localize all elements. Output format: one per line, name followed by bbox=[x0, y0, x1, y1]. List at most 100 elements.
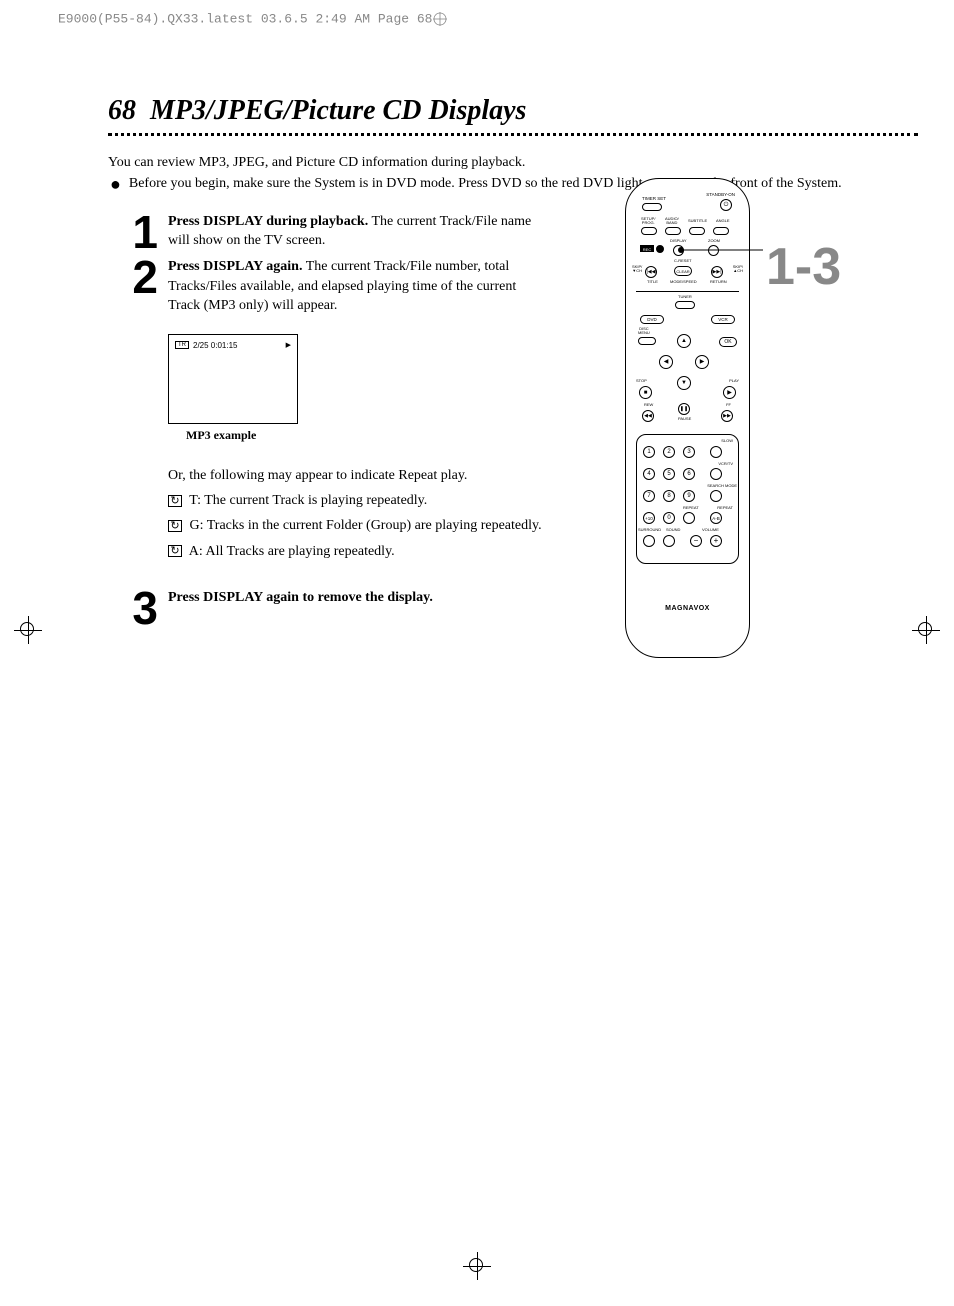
return-label: RETURN bbox=[710, 280, 727, 284]
skip-dn-label: SKIP/ ▼CH bbox=[632, 265, 642, 273]
num-1[interactable]: 1 bbox=[643, 446, 655, 458]
dotted-rule bbox=[108, 133, 918, 136]
section-divider bbox=[636, 291, 739, 292]
step-3: 3 Press DISPLAY again to remove the disp… bbox=[108, 588, 548, 629]
num-0[interactable]: 0 bbox=[663, 512, 675, 524]
dvd-button[interactable]: DVD bbox=[640, 315, 664, 324]
ff-button[interactable]: ▶▶ bbox=[721, 410, 733, 422]
timer-set-label: TIMER SET bbox=[642, 197, 666, 202]
crop-mark-bottom bbox=[463, 1252, 491, 1280]
angle-button[interactable] bbox=[713, 227, 729, 235]
repeat-icon: ↻ bbox=[168, 520, 182, 532]
vcr-button[interactable]: VCR bbox=[711, 315, 735, 324]
surround-label: SURROUND bbox=[638, 528, 661, 532]
num-6[interactable]: 6 bbox=[683, 468, 695, 480]
meta-text: E9000(P55-84).QX33.latest 03.6.5 2:49 AM… bbox=[58, 11, 432, 26]
step-number: 2 bbox=[108, 257, 158, 316]
subtitle-button[interactable] bbox=[689, 227, 705, 235]
step-number: 1 bbox=[108, 212, 158, 253]
step-bold: Press DISPLAY again. bbox=[168, 259, 302, 274]
title-label: TITLE bbox=[647, 280, 658, 284]
rew-label: REW bbox=[644, 403, 653, 407]
disc-menu-label: DISC MENU bbox=[638, 327, 650, 335]
mp3-track-info: 2/25 0:01:15 bbox=[193, 341, 237, 350]
step-bold: Press DISPLAY during playback. bbox=[168, 214, 368, 229]
step-body: Press DISPLAY again to remove the displa… bbox=[168, 588, 548, 629]
repeat-ab-button[interactable]: A-B bbox=[710, 512, 722, 524]
setup-button[interactable] bbox=[641, 227, 657, 235]
vcrtv-button[interactable] bbox=[710, 468, 722, 480]
bullet-icon: ● bbox=[110, 175, 121, 193]
repeat-ab-label: REPEAT bbox=[717, 506, 733, 510]
num-10[interactable]: +10 bbox=[643, 512, 655, 524]
stop-button[interactable]: ■ bbox=[639, 386, 652, 399]
ff-label: FF bbox=[726, 403, 731, 407]
crop-mark-right bbox=[912, 616, 940, 644]
repeat-info: Or, the following may appear to indicate… bbox=[168, 463, 568, 564]
right-button[interactable]: ▶ bbox=[695, 355, 709, 369]
step-body: Press DISPLAY again. The current Track/F… bbox=[168, 257, 548, 316]
page-title: 68 MP3/JPEG/Picture CD Displays bbox=[108, 95, 854, 127]
steps-list: 1 Press DISPLAY during playback. The cur… bbox=[108, 212, 548, 629]
power-button[interactable]: ⏻ bbox=[720, 199, 732, 211]
volume-label: VOLUME bbox=[702, 528, 719, 532]
num-2[interactable]: 2 bbox=[663, 446, 675, 458]
step-1: 1 Press DISPLAY during playback. The cur… bbox=[108, 212, 548, 253]
down-button[interactable]: ▼ bbox=[677, 376, 691, 390]
rec-dot[interactable] bbox=[656, 245, 664, 253]
audio-label: AUDIO/ BAND bbox=[665, 217, 679, 225]
slow-label: SLOW bbox=[721, 439, 733, 443]
standby-label: STANDBY-ON bbox=[706, 193, 735, 198]
step-number: 3 bbox=[108, 588, 158, 629]
num-7[interactable]: 7 bbox=[643, 490, 655, 502]
mp3-caption: MP3 example bbox=[186, 428, 548, 443]
subtitle-label: SUBTITLE bbox=[688, 219, 707, 223]
sound-label: SOUND bbox=[666, 528, 680, 532]
play-button[interactable]: ▶ bbox=[723, 386, 736, 399]
mp3-display-box: TR 2/25 0:01:15 ▶ bbox=[168, 334, 298, 424]
repeat-intro: Or, the following may appear to indicate… bbox=[168, 463, 568, 488]
ok-button[interactable]: OK bbox=[719, 337, 737, 347]
rec-button[interactable]: REC bbox=[640, 245, 654, 252]
side-step-range: 1-3 bbox=[766, 237, 841, 297]
tuner-button[interactable] bbox=[675, 301, 695, 309]
angle-label: ANGLE bbox=[716, 219, 730, 223]
up-button[interactable]: ▲ bbox=[677, 334, 691, 348]
num-5[interactable]: 5 bbox=[663, 468, 675, 480]
num-8[interactable]: 8 bbox=[663, 490, 675, 502]
num-3[interactable]: 3 bbox=[683, 446, 695, 458]
left-button[interactable]: ◀ bbox=[659, 355, 673, 369]
rew-button[interactable]: ◀◀ bbox=[642, 410, 654, 422]
remote-diagram: TIMER SET STANDBY-ON ⏻ SETUP/ PROG. AUDI… bbox=[625, 178, 750, 658]
repeat-button[interactable] bbox=[683, 512, 695, 524]
search-button[interactable] bbox=[710, 490, 722, 502]
step-bold: Press DISPLAY again to remove the displa… bbox=[168, 590, 433, 605]
pause-label: PAUSE bbox=[678, 417, 691, 421]
audio-button[interactable] bbox=[665, 227, 681, 235]
disc-menu-button[interactable] bbox=[638, 337, 656, 345]
callout-line bbox=[681, 240, 771, 280]
setup-label: SETUP/ PROG. bbox=[641, 217, 655, 225]
mp3-box-content: TR 2/25 0:01:15 ▶ bbox=[175, 341, 291, 350]
pause-button[interactable]: ❚❚ bbox=[678, 403, 690, 415]
repeat-g: ↻ G: Tracks in the current Folder (Group… bbox=[168, 513, 568, 538]
step-2: 2 Press DISPLAY again. The current Track… bbox=[108, 257, 548, 316]
repeat-icon: ↻ bbox=[168, 495, 182, 507]
num-4[interactable]: 4 bbox=[643, 468, 655, 480]
skip-back-button[interactable]: |◀◀ bbox=[645, 266, 657, 278]
sound-button[interactable] bbox=[663, 535, 675, 547]
intro-line: You can review MP3, JPEG, and Picture CD… bbox=[108, 154, 854, 173]
page-heading: MP3/JPEG/Picture CD Displays bbox=[150, 95, 526, 126]
modespeed-label: MODE/SPEED bbox=[670, 280, 697, 284]
tr-badge: TR bbox=[175, 341, 189, 349]
slow-button[interactable] bbox=[710, 446, 722, 458]
volume-up-button[interactable]: + bbox=[710, 535, 722, 547]
timer-set-button[interactable] bbox=[642, 203, 662, 211]
surround-button[interactable] bbox=[643, 535, 655, 547]
num-9[interactable]: 9 bbox=[683, 490, 695, 502]
page-number: 68 bbox=[108, 95, 136, 126]
document-meta-header: E9000(P55-84).QX33.latest 03.6.5 2:49 AM… bbox=[58, 10, 450, 28]
play-icon: ▶ bbox=[286, 341, 291, 349]
vcrtv-label: VCR/TV bbox=[718, 462, 733, 466]
volume-down-button[interactable]: − bbox=[690, 535, 702, 547]
